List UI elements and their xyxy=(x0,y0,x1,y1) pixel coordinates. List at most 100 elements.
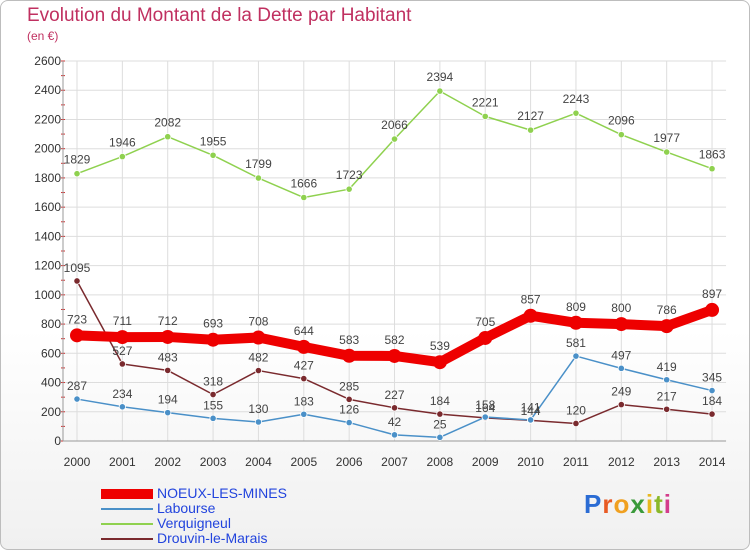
data-label-noeux-les-mines: 711 xyxy=(113,314,132,328)
data-label-drouvin-le-marais: 482 xyxy=(248,351,268,365)
data-label-verquigneul: 2127 xyxy=(517,109,544,123)
data-label-verquigneul: 2394 xyxy=(427,70,454,84)
data-label-verquigneul: 1946 xyxy=(109,136,136,150)
x-tick-label: 2003 xyxy=(200,455,227,469)
data-label-verquigneul: 1955 xyxy=(200,134,227,148)
data-label-verquigneul: 1829 xyxy=(64,153,91,167)
data-label-labourse: 183 xyxy=(294,394,314,408)
y-tick-label: 2200 xyxy=(34,112,61,126)
data-label-noeux-les-mines: 582 xyxy=(385,333,405,347)
data-label-verquigneul: 1666 xyxy=(290,177,317,191)
data-label-drouvin-le-marais: 184 xyxy=(702,394,722,408)
data-label-drouvin-le-marais: 285 xyxy=(339,379,359,393)
data-label-verquigneul: 1863 xyxy=(699,148,726,162)
data-label-drouvin-le-marais: 217 xyxy=(657,389,677,403)
y-tick-label: 400 xyxy=(41,376,61,390)
x-tick-label: 2012 xyxy=(608,455,635,469)
data-point-noeux-les-mines xyxy=(659,319,674,334)
data-label-labourse: 497 xyxy=(611,348,631,362)
x-tick-label: 2004 xyxy=(245,455,272,469)
data-label-drouvin-le-marais: 249 xyxy=(611,385,631,399)
legend-label-verquigneul: Verquigneul xyxy=(157,515,231,531)
data-point-verquigneul xyxy=(300,193,308,202)
data-label-labourse: 194 xyxy=(158,393,178,407)
data-point-noeux-les-mines xyxy=(387,348,402,363)
data-point-verquigneul xyxy=(436,87,444,95)
data-point-drouvin-le-marais xyxy=(254,366,263,375)
data-point-noeux-les-mines xyxy=(614,317,629,332)
data-label-labourse: 419 xyxy=(657,360,677,374)
data-point-verquigneul xyxy=(390,135,399,143)
data-point-labourse xyxy=(390,431,399,439)
y-tick-label: 1600 xyxy=(34,200,61,214)
data-point-labourse xyxy=(663,376,671,384)
data-label-noeux-les-mines: 857 xyxy=(521,293,541,307)
legend-item-drouvin: Drouvin-le-Marais xyxy=(101,531,287,546)
legend-item-verquigneul: Verquigneul xyxy=(101,516,287,531)
data-label-verquigneul: 1723 xyxy=(336,168,363,182)
data-point-drouvin-le-marais xyxy=(73,277,81,285)
data-label-noeux-les-mines: 539 xyxy=(430,339,450,353)
data-label-drouvin-le-marais: 227 xyxy=(385,388,405,402)
legend-swatch-noeux xyxy=(101,488,153,499)
data-label-noeux-les-mines: 708 xyxy=(248,315,268,329)
data-point-drouvin-le-marais xyxy=(209,390,217,399)
data-point-verquigneul xyxy=(663,148,671,156)
data-point-noeux-les-mines xyxy=(206,332,221,347)
data-point-verquigneul xyxy=(254,174,263,182)
legend-swatch-labourse xyxy=(101,507,153,510)
legend-swatch-verquigneul xyxy=(101,522,153,525)
data-label-drouvin-le-marais: 158 xyxy=(475,398,495,412)
data-point-labourse xyxy=(526,416,535,424)
data-label-noeux-les-mines: 583 xyxy=(339,333,359,347)
data-point-drouvin-le-marais xyxy=(390,404,399,412)
y-tick-label: 1000 xyxy=(34,288,61,302)
data-label-labourse: 130 xyxy=(248,402,268,416)
legend: NOEUX-LES-MINES Labourse Verquigneul Dro… xyxy=(101,486,287,546)
chart-title: Evolution du Montant de la Dette par Hab… xyxy=(27,5,412,26)
data-point-verquigneul xyxy=(73,170,81,178)
data-label-noeux-les-mines: 786 xyxy=(657,303,677,317)
data-point-noeux-les-mines xyxy=(296,339,311,354)
data-label-labourse: 581 xyxy=(566,336,586,350)
data-point-labourse xyxy=(164,409,172,417)
y-tick-label: 1400 xyxy=(34,229,61,243)
y-tick-label: 1800 xyxy=(34,171,61,185)
data-label-labourse: 126 xyxy=(339,403,359,417)
data-label-drouvin-le-marais: 318 xyxy=(203,375,223,389)
data-label-labourse: 25 xyxy=(433,417,447,431)
data-label-labourse: 345 xyxy=(702,371,722,385)
x-tick-label: 2007 xyxy=(381,455,408,469)
data-label-labourse: 155 xyxy=(203,398,223,412)
data-label-verquigneul: 2082 xyxy=(154,116,181,130)
data-point-verquigneul xyxy=(345,185,353,193)
data-point-labourse xyxy=(118,403,126,411)
data-point-noeux-les-mines xyxy=(251,330,266,345)
data-label-labourse: 287 xyxy=(67,379,87,393)
data-point-labourse xyxy=(617,364,625,372)
y-tick-label: 1200 xyxy=(34,259,61,273)
data-label-drouvin-le-marais: 1095 xyxy=(64,261,91,275)
data-label-verquigneul: 1799 xyxy=(245,157,272,171)
data-point-labourse xyxy=(481,413,489,421)
data-label-noeux-les-mines: 712 xyxy=(158,314,178,328)
data-point-labourse xyxy=(345,418,353,427)
x-tick-label: 2002 xyxy=(154,455,181,469)
legend-label-noeux: NOEUX-LES-MINES xyxy=(157,485,287,501)
data-label-labourse: 234 xyxy=(112,387,132,401)
data-point-verquigneul xyxy=(118,152,126,161)
data-point-drouvin-le-marais xyxy=(436,410,444,418)
y-tick-label: 800 xyxy=(41,317,61,331)
data-label-drouvin-le-marais: 527 xyxy=(112,344,132,358)
data-label-noeux-les-mines: 723 xyxy=(67,312,87,326)
data-point-drouvin-le-marais xyxy=(572,419,580,428)
y-tick-label: 600 xyxy=(41,346,61,360)
data-label-verquigneul: 2096 xyxy=(608,114,635,128)
legend-label-labourse: Labourse xyxy=(157,500,216,516)
data-point-noeux-les-mines xyxy=(115,330,130,345)
data-point-labourse xyxy=(300,410,308,418)
data-point-noeux-les-mines xyxy=(70,328,84,343)
legend-item-labourse: Labourse xyxy=(101,501,287,516)
x-tick-label: 2013 xyxy=(653,455,680,469)
